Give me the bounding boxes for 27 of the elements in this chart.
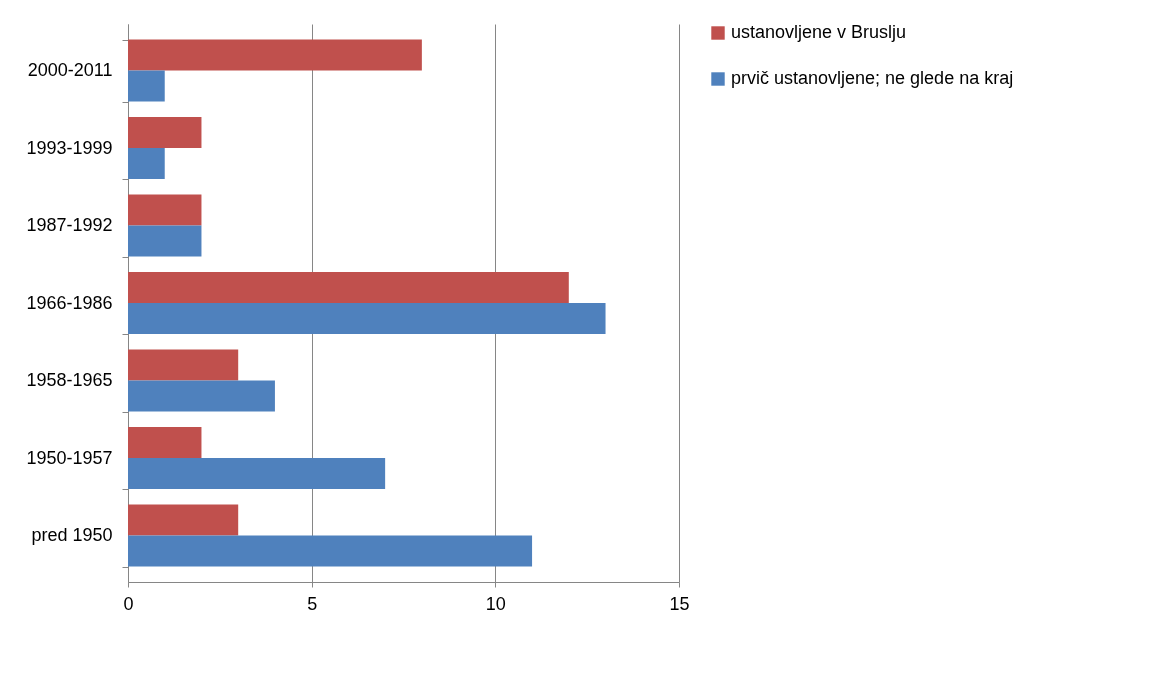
x-tick-label: 10: [485, 593, 506, 614]
bar: [128, 225, 202, 257]
y-tick-label: pred 1950: [31, 525, 113, 545]
bar: [128, 535, 533, 567]
y-tick-label: 1987-1992: [26, 215, 113, 235]
bar: [128, 349, 239, 381]
y-tick-label: 2000-2011: [27, 60, 113, 80]
bar: [128, 117, 202, 148]
bar: [128, 427, 202, 458]
bar: [128, 504, 239, 536]
bar: [128, 194, 202, 226]
bar: [128, 70, 165, 102]
bar: [128, 303, 606, 334]
legend-label: ustanovljene v Bruslju: [731, 22, 907, 42]
legend-label: prvič ustanovljene; ne glede na kraj: [731, 68, 1014, 88]
y-tick-label: 1950-1957: [26, 447, 113, 468]
x-tick-label: 0: [123, 593, 134, 614]
bar: [128, 380, 275, 412]
x-tick-label: 15: [669, 593, 690, 614]
x-tick-label: 5: [307, 593, 318, 614]
bar: [128, 272, 569, 303]
bar: [128, 39, 422, 71]
bar: [128, 148, 165, 179]
y-tick-label: 1958-1965: [26, 370, 113, 390]
y-tick-label: 1993-1999: [26, 137, 113, 158]
y-tick-label: 1966-1986: [26, 292, 113, 313]
bar: [128, 458, 386, 489]
